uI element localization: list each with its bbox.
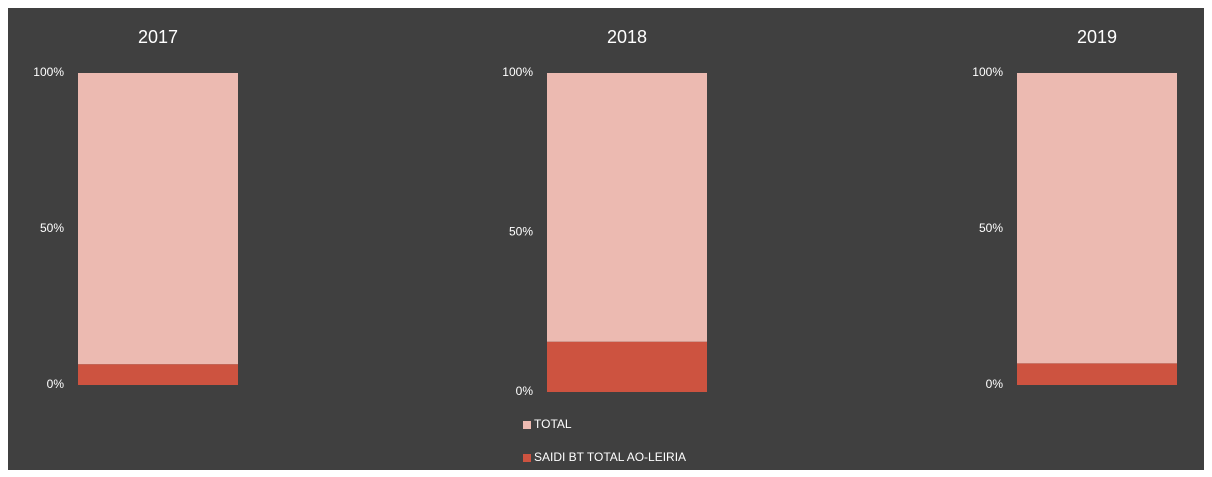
bar-segment: [547, 73, 707, 342]
chart-title: 2019: [1077, 27, 1117, 47]
legend-swatch: [523, 454, 531, 462]
y-tick-label: 0%: [516, 384, 534, 398]
y-tick-label: 50%: [979, 221, 1003, 235]
bar-segment: [78, 364, 238, 385]
legend-label: TOTAL: [534, 417, 572, 431]
legend-swatch: [523, 421, 531, 429]
chart-title: 2017: [138, 27, 178, 47]
y-tick-label: 100%: [33, 65, 64, 79]
y-tick-label: 0%: [47, 377, 65, 391]
bar-segment: [78, 73, 238, 365]
bar-segment: [1017, 73, 1177, 364]
y-tick-label: 0%: [986, 377, 1004, 391]
y-tick-label: 50%: [509, 225, 533, 239]
bar-segment: [547, 341, 707, 392]
legend-label: SAIDI BT TOTAL AO-LEIRIA: [534, 450, 686, 464]
y-tick-label: 50%: [40, 221, 64, 235]
y-tick-label: 100%: [502, 65, 533, 79]
y-tick-label: 100%: [972, 65, 1003, 79]
chart-title: 2018: [607, 27, 647, 47]
bar-segment: [1017, 363, 1177, 385]
